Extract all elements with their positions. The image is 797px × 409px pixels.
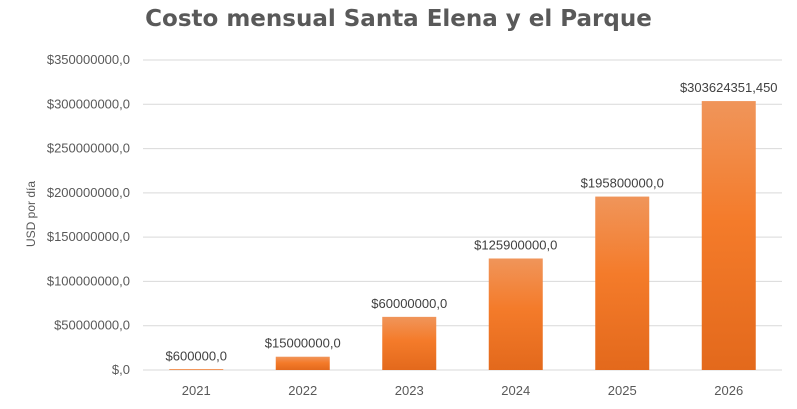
data-label-2025: $195800000,0 [581, 176, 664, 191]
x-axis-ticks: 2021 2022 2023 2024 2025 2026 [182, 383, 743, 398]
bar-2024 [488, 258, 543, 370]
y-tick-label: $200000000,0 [47, 185, 130, 200]
data-label-2026: $303624351,450 [680, 80, 778, 95]
x-tick-label: 2026 [714, 383, 743, 398]
y-tick-label: $100000000,0 [47, 273, 130, 288]
x-tick-label: 2022 [288, 383, 317, 398]
bar-2022 [275, 356, 330, 370]
data-label-2024: $125900000,0 [474, 237, 557, 252]
y-tick-label: $300000000,0 [47, 96, 130, 111]
y-tick-label: $150000000,0 [47, 229, 130, 244]
x-tick-label: 2024 [501, 383, 530, 398]
x-tick-label: 2023 [395, 383, 424, 398]
y-tick-label: $,0 [112, 362, 130, 377]
bar-2025 [595, 196, 650, 370]
chart-title: Costo mensual Santa Elena y el Parque [145, 6, 652, 32]
bar-2026 [701, 101, 756, 371]
x-tick-label: 2025 [608, 383, 637, 398]
x-tick-label: 2021 [182, 383, 211, 398]
y-tick-label: $350000000,0 [47, 52, 130, 67]
data-label-2022: $15000000,0 [265, 336, 341, 351]
bars [169, 101, 756, 371]
y-axis-title: USD por día [24, 181, 38, 247]
data-labels: $600000,0 $15000000,0 $60000000,0 $12590000… [166, 80, 778, 363]
bar-2021 [169, 369, 224, 370]
gridlines [143, 59, 782, 371]
y-tick-label: $250000000,0 [47, 141, 130, 156]
data-label-2023: $60000000,0 [371, 296, 447, 311]
y-tick-label: $50000000,0 [54, 318, 130, 333]
data-label-2021: $600000,0 [166, 348, 227, 363]
bar-2023 [382, 316, 437, 370]
y-axis-ticks: $,0 $50000000,0 $100000000,0 $150000000,0 $2… [47, 52, 130, 377]
